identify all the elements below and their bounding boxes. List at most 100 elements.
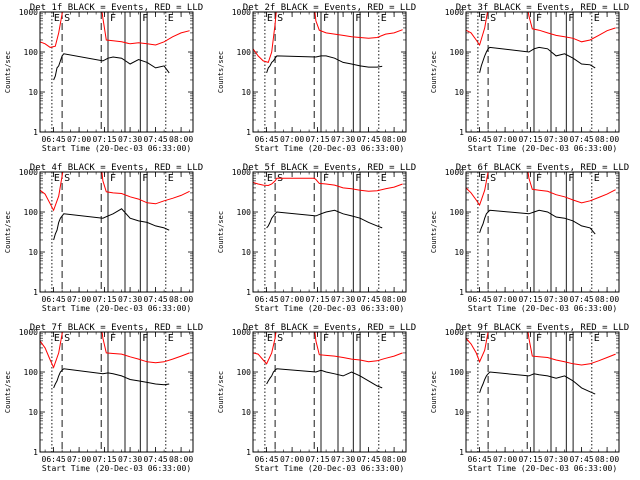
series-line-lld — [253, 12, 403, 64]
y-tick-label: 1 — [459, 288, 464, 297]
marker-label: E — [480, 333, 486, 344]
x-tick-label: 06:45 — [255, 295, 279, 304]
y-tick-label: 1000 — [19, 328, 38, 337]
marker-label: E — [168, 173, 174, 184]
x-tick-label: 07:45 — [357, 135, 381, 144]
chart-panel-3: Det 3f BLACK = Events, RED = LLD Counts/s… — [430, 3, 629, 153]
plot-frame — [465, 171, 620, 293]
y-tick-label: 1000 — [445, 328, 464, 337]
marker-label: F — [323, 173, 329, 184]
y-tick-label: 10 — [241, 88, 251, 97]
x-tick-label: 07:45 — [570, 135, 594, 144]
marker-label: F — [323, 13, 329, 24]
x-axis-label: Start Time (20-Dec-03 06:33:00) — [42, 144, 191, 153]
marker-label: S — [277, 333, 283, 344]
marker-label: E — [480, 13, 486, 24]
x-tick-label: 08:00 — [595, 135, 619, 144]
plot-frame — [252, 171, 407, 293]
x-axis-label: Start Time (20-Dec-03 06:33:00) — [42, 464, 191, 473]
x-tick-label: 07:15 — [306, 135, 330, 144]
panel-title: Det 9f BLACK = Events, RED = LLD — [456, 323, 629, 333]
panel-title: Det 7f BLACK = Events, RED = LLD — [30, 323, 203, 333]
y-axis-label: Counts/sec — [430, 51, 438, 93]
series-line-events — [53, 53, 170, 81]
y-tick-label: 1 — [246, 448, 251, 457]
series-line-events — [53, 208, 170, 241]
chart-panel-8: Det 8f BLACK = Events, RED = LLD Counts/s… — [217, 323, 416, 473]
plot-frame — [39, 11, 194, 133]
y-axis-label: Counts/sec — [4, 371, 12, 413]
plot-frame — [252, 331, 407, 453]
marker-label: E — [54, 13, 60, 24]
y-tick-label: 1000 — [19, 168, 38, 177]
panel-title: Det 1f BLACK = Events, RED = LLD — [30, 3, 203, 13]
x-tick-label: 08:00 — [595, 455, 619, 464]
x-tick-label: 07:30 — [331, 135, 355, 144]
x-tick-label: 07:30 — [544, 135, 568, 144]
chart-panel-2: Det 2f BLACK = Events, RED = LLD Counts/s… — [217, 3, 416, 153]
series-line-events — [479, 46, 596, 74]
x-tick-label: 08:00 — [169, 135, 193, 144]
series-line-lld — [466, 332, 616, 366]
panel-title: Det 3f BLACK = Events, RED = LLD — [456, 3, 629, 13]
y-axis-label: Counts/sec — [217, 51, 225, 93]
y-tick-label: 100 — [450, 208, 465, 217]
marker-label: S — [64, 13, 70, 24]
x-tick-label: 07:45 — [570, 295, 594, 304]
marker-label: E — [168, 333, 174, 344]
chart-panel-4: Det 4f BLACK = Events, RED = LLD Counts/s… — [4, 163, 203, 313]
x-tick-label: 07:15 — [306, 455, 330, 464]
y-tick-label: 100 — [450, 48, 465, 57]
x-tick-label: 06:45 — [468, 455, 492, 464]
x-tick-label: 08:00 — [382, 135, 406, 144]
x-axis-label: Start Time (20-Dec-03 06:33:00) — [255, 144, 404, 153]
marker-label: E — [381, 13, 387, 24]
x-tick-label: 08:00 — [382, 455, 406, 464]
marker-label: F — [536, 13, 542, 24]
y-tick-label: 1000 — [232, 328, 251, 337]
y-tick-label: 10 — [454, 408, 464, 417]
marker-label: S — [490, 13, 496, 24]
series-line-lld — [466, 172, 616, 207]
x-axis-label: Start Time (20-Dec-03 06:33:00) — [42, 304, 191, 313]
y-tick-label: 10 — [454, 88, 464, 97]
plot-frame — [465, 11, 620, 133]
y-tick-label: 1000 — [445, 168, 464, 177]
panel-title: Det 5f BLACK = Events, RED = LLD — [243, 163, 416, 173]
marker-label: F — [536, 173, 542, 184]
x-tick-label: 06:45 — [255, 455, 279, 464]
y-tick-label: 100 — [24, 368, 39, 377]
marker-label: E — [267, 13, 273, 24]
y-tick-label: 1 — [33, 288, 38, 297]
y-tick-label: 100 — [24, 208, 39, 217]
chart-panel-5: Det 5f BLACK = Events, RED = LLD Counts/s… — [217, 163, 416, 313]
x-tick-label: 07:45 — [357, 455, 381, 464]
marker-label: F — [142, 173, 148, 184]
y-axis-label: Counts/sec — [430, 371, 438, 413]
y-tick-label: 10 — [28, 248, 38, 257]
y-axis-label: Counts/sec — [217, 371, 225, 413]
x-axis-label: Start Time (20-Dec-03 06:33:00) — [255, 464, 404, 473]
marker-label: F — [355, 173, 361, 184]
y-tick-label: 100 — [24, 48, 39, 57]
x-tick-label: 07:00 — [280, 295, 304, 304]
x-tick-label: 07:00 — [493, 455, 517, 464]
marker-label: F — [568, 333, 574, 344]
series-line-lld — [466, 12, 616, 47]
y-tick-label: 1000 — [19, 8, 38, 17]
panel-title: Det 2f BLACK = Events, RED = LLD — [243, 3, 416, 13]
y-tick-label: 1 — [246, 128, 251, 137]
marker-label: F — [355, 13, 361, 24]
y-tick-label: 1000 — [445, 8, 464, 17]
marker-label: S — [64, 333, 70, 344]
y-tick-label: 10 — [28, 408, 38, 417]
x-tick-label: 07:30 — [544, 295, 568, 304]
x-tick-label: 07:45 — [144, 295, 168, 304]
series-line-lld — [253, 332, 403, 365]
marker-label: E — [381, 173, 387, 184]
marker-label: S — [490, 333, 496, 344]
marker-label: E — [594, 333, 600, 344]
marker-label: F — [536, 333, 542, 344]
